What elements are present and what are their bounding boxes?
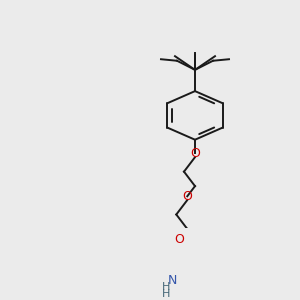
Text: H: H <box>162 282 170 292</box>
Text: O: O <box>182 190 192 203</box>
Text: O: O <box>175 232 184 246</box>
Text: O: O <box>190 147 200 160</box>
Text: N: N <box>168 274 177 287</box>
Text: H: H <box>162 289 170 299</box>
